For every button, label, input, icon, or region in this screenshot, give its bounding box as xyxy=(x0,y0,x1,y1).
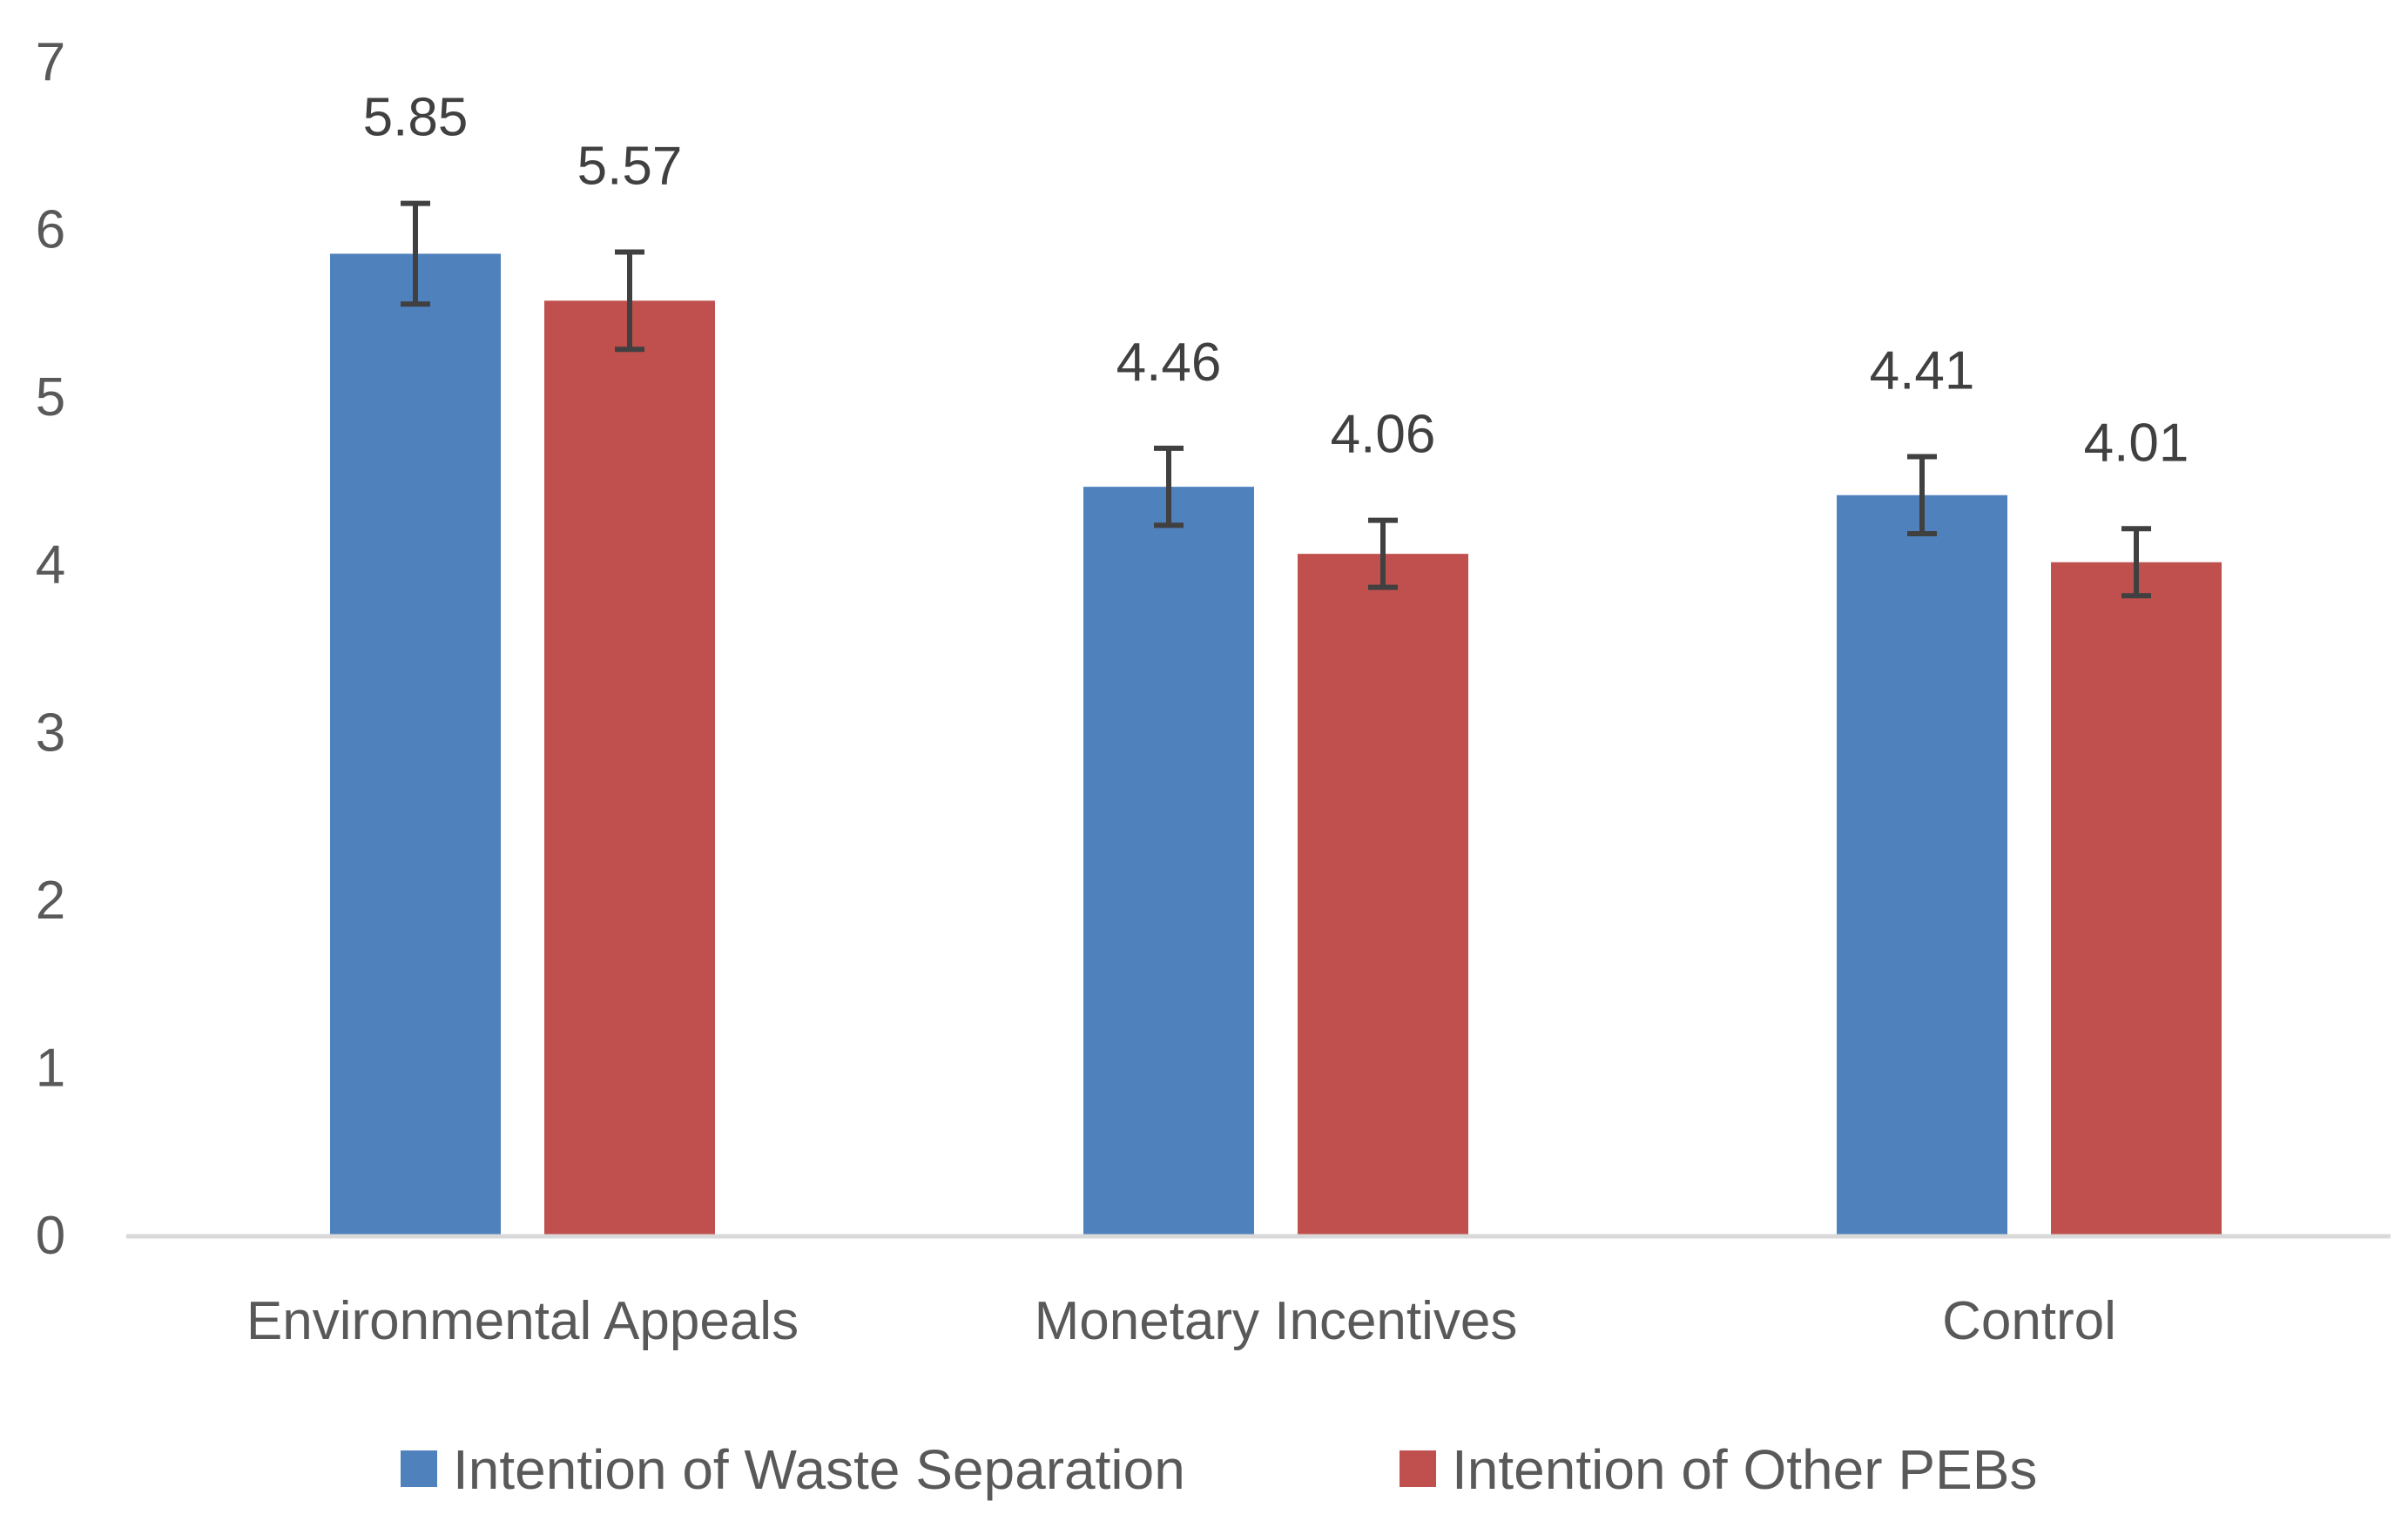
y-tick-label: 0 xyxy=(36,1206,65,1266)
data-label: 5.57 xyxy=(577,137,683,197)
error-bar xyxy=(401,200,430,307)
bar-other-pebs-1 xyxy=(1298,554,1468,1235)
category-label: Environmental Appeals xyxy=(246,1291,799,1351)
legend-swatch xyxy=(1400,1450,1436,1487)
error-bar xyxy=(1368,517,1398,590)
data-label: 4.41 xyxy=(1870,340,1975,400)
y-tick-label: 5 xyxy=(36,367,65,427)
y-tick-label: 7 xyxy=(36,32,65,92)
error-bar xyxy=(1907,454,1937,537)
legend-item-waste-separation: Intention of Waste Separation xyxy=(401,1438,1185,1501)
error-bars-layer xyxy=(401,200,2151,599)
bar-other-pebs-2 xyxy=(2051,562,2222,1235)
data-labels-layer: 5.85 4.46 4.41 5.57 4.06 4.01 xyxy=(363,88,2189,474)
error-bar xyxy=(1154,445,1184,528)
y-tick-label: 4 xyxy=(36,535,65,596)
error-bar xyxy=(615,249,644,353)
bars-layer xyxy=(330,253,2222,1235)
y-tick-label: 2 xyxy=(36,871,65,931)
y-tick-label: 3 xyxy=(36,703,65,763)
error-bar xyxy=(2121,526,2151,599)
legend-label: Intention of Waste Separation xyxy=(453,1438,1185,1501)
legend-label: Intention of Other PEBs xyxy=(1452,1438,2037,1501)
data-label: 4.46 xyxy=(1116,333,1222,393)
data-label: 5.85 xyxy=(363,88,469,148)
category-label: Monetary Incentives xyxy=(1035,1291,1518,1351)
bar-waste-separation-0 xyxy=(330,253,501,1235)
bar-other-pebs-0 xyxy=(544,300,715,1235)
legend: Intention of Waste Separation Intention o… xyxy=(401,1438,2037,1501)
legend-item-other-pebs: Intention of Other PEBs xyxy=(1400,1438,2037,1501)
category-label: Control xyxy=(1942,1291,2116,1351)
category-labels: Environmental Appeals Monetary Incentives… xyxy=(246,1291,2116,1351)
bar-waste-separation-2 xyxy=(1837,495,2007,1235)
y-axis-ticks: 0 1 2 3 4 5 6 7 xyxy=(36,32,65,1266)
legend-swatch xyxy=(401,1450,437,1487)
data-label: 4.01 xyxy=(2084,413,2189,473)
y-tick-label: 1 xyxy=(36,1038,65,1098)
bar-waste-separation-1 xyxy=(1083,487,1254,1235)
y-tick-label: 6 xyxy=(36,200,65,260)
data-label: 4.06 xyxy=(1331,405,1436,465)
